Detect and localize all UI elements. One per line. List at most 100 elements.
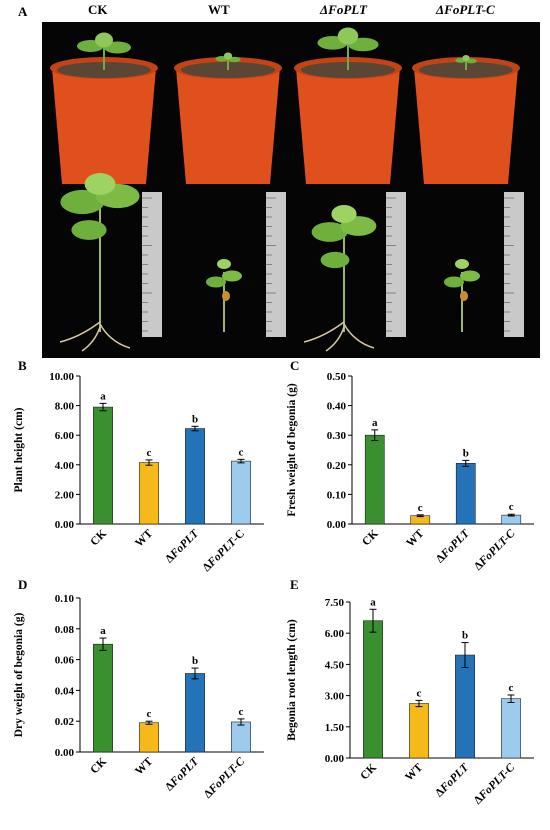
- chart-e-y-axis-label: Begonia root length (cm): [286, 619, 298, 741]
- chart-c-fresh-weight: 0.00 0.10 0.20 0.30 0.40 0.50 Fresh weight of …: [275, 360, 550, 578]
- pot-1: [176, 68, 280, 184]
- chart-e-y-tick-label-0: 0.00: [325, 753, 345, 765]
- chart-c-significance-1: c: [418, 502, 423, 514]
- plant-sample-2: [294, 27, 406, 352]
- chart-b-significance-2: b: [192, 413, 198, 425]
- chart-d-y-tick-label-5: 0.10: [55, 593, 75, 605]
- chart-c-significance-2: b: [463, 447, 469, 459]
- plant-sample-0: [50, 32, 162, 352]
- chart-e-y-tick-label-1: 1.50: [325, 722, 345, 734]
- chart-c-svg: 0.00 0.10 0.20 0.30 0.40 0.50 Fresh weight of …: [286, 371, 534, 573]
- plant-roots-2: [303, 321, 375, 352]
- chart-c-significance-3: c: [509, 501, 514, 513]
- chart-b-plant-height: 0.00 2.00 4.00 6.00 8.00 10.00 Plant height (c…: [0, 360, 272, 578]
- plant-leaf-b-3: [460, 270, 480, 282]
- chart-c-bar-0: [364, 434, 385, 525]
- plant-leaf-c-2: [331, 205, 357, 223]
- chart-d-y-tick-label-0: 0.00: [55, 747, 75, 759]
- pot-leaf-top-1: [223, 52, 233, 60]
- plant-leaf-c-1: [217, 259, 231, 269]
- ruler-0: [142, 192, 162, 337]
- chart-e-significance-3: c: [509, 682, 514, 694]
- chart-b-y-tick-label-2: 4.00: [55, 460, 75, 472]
- chart-d-bar-3: [231, 721, 251, 753]
- pot-2: [296, 68, 400, 184]
- chart-e-category-label-1: WT: [403, 761, 425, 783]
- chart-b-y-tick-label-3: 6.00: [55, 430, 75, 442]
- chart-b-category-label-1: WT: [133, 527, 155, 549]
- chart-e-significance-2: b: [462, 630, 468, 642]
- plant-wilted-leaf-3: [460, 291, 468, 301]
- chart-b-y-tick-label-5: 10.00: [49, 371, 74, 383]
- photo-label-ck: CK: [88, 2, 108, 17]
- chart-b-y-tick-label-4: 8.00: [55, 401, 75, 413]
- chart-b-y-tick-label-1: 2.00: [55, 489, 75, 501]
- pot-leaf-top-2: [337, 27, 359, 45]
- panel-b-letter: B: [18, 358, 27, 373]
- chart-b-significance-0: a: [100, 390, 106, 402]
- chart-d-y-axis-label: Dry weight of begonia (g): [13, 613, 25, 738]
- plant-photo-drawing: [50, 27, 524, 352]
- chart-d-significance-1: c: [147, 708, 152, 720]
- chart-d-category-gene-2: FoPLT: [168, 755, 202, 789]
- plant-leaf-c-0: [84, 173, 116, 195]
- chart-c-y-tick-label-1: 0.10: [327, 489, 347, 501]
- plant-leaf-a-3: [444, 276, 464, 288]
- chart-d-category-label-1: WT: [133, 755, 155, 777]
- chart-d-y-tick-label-3: 0.06: [55, 655, 75, 667]
- chart-e-bar-1: [409, 703, 429, 759]
- chart-c-y-axis-label: Fresh weight of begonia (g): [286, 383, 298, 516]
- chart-c-bar-2: [455, 463, 476, 525]
- plant-photo: [42, 22, 540, 358]
- chart-b-significance-3: c: [239, 446, 244, 458]
- chart-e-category-gene-2: FoPLT: [438, 761, 472, 795]
- chart-b-y-axis-label: Plant height (cm): [13, 407, 25, 492]
- chart-d-bar-0: [93, 643, 113, 753]
- chart-e-bar-3: [501, 698, 521, 759]
- panel-e-letter: E: [290, 577, 299, 592]
- plant-sample-1: [174, 52, 286, 337]
- chart-e-significance-0: a: [370, 596, 376, 608]
- photo-label-mutant-text: ΔFoPLT: [320, 2, 367, 17]
- chart-b-bar-1: [139, 462, 159, 525]
- chart-e-y-tick-label-4: 6.00: [325, 628, 345, 640]
- chart-c-y-tick-label-0: 0.00: [327, 519, 347, 531]
- photo-label-complement: ΔFoPLT-C: [436, 2, 495, 18]
- chart-e-category-label-2: ΔFoPLT: [433, 761, 472, 800]
- chart-e-bar-0: [363, 620, 383, 759]
- chart-d-bar-1: [139, 722, 159, 753]
- photo-label-complement-text: ΔFoPLT-C: [436, 2, 495, 17]
- plant-sample-3: [412, 55, 524, 337]
- chart-c-significance-0: a: [372, 417, 378, 429]
- chart-b-category-label-3: ΔFoPLT-C: [201, 528, 247, 574]
- chart-d-category-label-0: CK: [88, 756, 109, 777]
- chart-c-y-tick-label-5: 0.50: [327, 371, 347, 383]
- chart-e-significance-1: c: [417, 687, 422, 699]
- ruler-2: [386, 192, 406, 337]
- plant-leaf-b-1: [222, 270, 242, 282]
- pot-leaf-top-0: [95, 32, 113, 48]
- plant-wilted-leaf-1: [222, 291, 230, 301]
- chart-c-y-tick-label-2: 0.20: [327, 460, 347, 472]
- chart-d-significance-0: a: [100, 625, 106, 637]
- photo-label-mutant: ΔFoPLT: [320, 2, 367, 18]
- chart-c-category-label-3: ΔFoPLT-C: [472, 527, 517, 572]
- ruler-1: [266, 192, 286, 337]
- chart-d-y-tick-label-4: 0.08: [55, 624, 75, 636]
- chart-c-category-label-0: CK: [360, 528, 381, 549]
- chart-c-category-gene-2: FoPLT: [438, 527, 472, 561]
- chart-d-category-label-2: ΔFoPLT: [163, 755, 202, 794]
- chart-b-y-tick-label-0: 0.00: [55, 519, 75, 531]
- chart-b-category-label-2: ΔFoPLT: [163, 527, 202, 566]
- panel-c-letter: C: [290, 358, 300, 373]
- chart-d-bar-2: [185, 673, 205, 753]
- ruler-3: [504, 192, 524, 337]
- plant-leaf-a-0: [60, 189, 105, 215]
- pot-leaf-top-3: [462, 55, 470, 61]
- chart-e-root-length: 0.00 1.50 3.00 4.50 6.00 7.50 Begonia root len…: [275, 580, 550, 825]
- pot-0: [52, 68, 156, 184]
- chart-d-significance-2: b: [192, 655, 198, 667]
- plant-leaf-a-2: [311, 222, 348, 242]
- chart-c-y-tick-label-3: 0.30: [327, 430, 347, 442]
- panel-a-letter: A: [18, 4, 28, 19]
